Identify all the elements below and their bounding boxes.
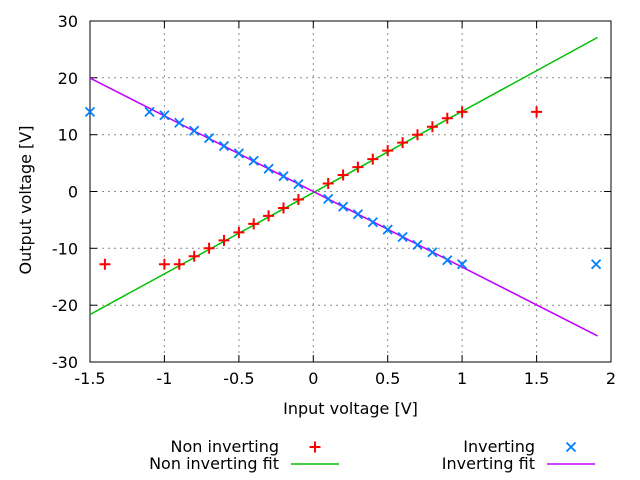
data-point-times: [590, 259, 602, 270]
legend-entry-non-inverting-fit: Non inverting fit: [110, 454, 343, 473]
data-point-plus: [337, 169, 349, 181]
data-point-times: [323, 193, 334, 205]
legend-times-marker: [565, 441, 577, 452]
data-point-times: [397, 231, 408, 243]
data-point-times: [352, 209, 364, 220]
legend-label-inverting-fit: Inverting fit: [441, 454, 535, 473]
legend-entry-non-inverting: Non inverting: [110, 437, 343, 456]
data-point-times: [382, 224, 393, 235]
data-point-plus: [456, 106, 468, 118]
x-tick-label: 0: [308, 369, 318, 388]
data-point-plus: [188, 250, 200, 262]
data-point-plus: [158, 258, 170, 270]
plus-marker-icon: [287, 439, 343, 455]
data-point-times: [203, 132, 215, 144]
data-point-times: [427, 247, 438, 258]
data-point-plus: [278, 202, 289, 214]
y-tick-label: 30: [58, 12, 78, 31]
y-tick-label: 10: [58, 126, 78, 145]
legend-column-right: Inverting Inverting fit: [366, 437, 599, 473]
data-point-times: [442, 255, 453, 266]
x-tick-label: 2: [606, 369, 616, 388]
data-point-times: [174, 117, 185, 128]
y-tick-label: -20: [52, 296, 78, 315]
data-point-plus: [218, 234, 230, 246]
data-point-plus: [367, 153, 379, 165]
data-point-plus: [531, 106, 543, 118]
x-tick-label: -1: [156, 369, 172, 388]
data-point-times: [144, 106, 155, 118]
legend-sample-svg: [547, 462, 595, 465]
data-point-plus: [397, 137, 409, 149]
line-sample-icon: [543, 456, 599, 472]
data-point-times: [218, 140, 230, 152]
data-point-times: [412, 239, 423, 251]
legend-column-left: Non inverting Non inverting fit: [110, 437, 343, 473]
y-tick-label: 20: [58, 69, 78, 88]
data-point-times: [84, 106, 96, 118]
legend-plus-marker: [309, 441, 321, 452]
data-point-plus: [99, 258, 111, 270]
data-point-times: [189, 125, 200, 136]
data-point-plus: [382, 145, 394, 157]
data-point-times: [159, 110, 170, 121]
data-point-plus: [352, 161, 364, 173]
legend-entry-inverting: Inverting: [366, 437, 599, 456]
x-tick-label: 1: [457, 369, 467, 388]
data-point-plus: [173, 258, 185, 270]
legend-entry-inverting-fit: Inverting fit: [366, 454, 599, 473]
legend-label-non-inverting-fit: Non inverting fit: [149, 454, 279, 473]
x-axis-title: Input voltage [V]: [283, 399, 418, 418]
data-point-plus: [248, 218, 260, 230]
legend-label-non-inverting: Non inverting: [170, 437, 279, 456]
data-point-plus: [263, 210, 275, 222]
data-point-times: [293, 178, 304, 190]
legend-sample-svg: [309, 441, 321, 452]
times-marker-icon: [543, 439, 599, 455]
data-point-plus: [203, 242, 215, 254]
y-tick-label: 0: [68, 183, 78, 202]
data-point-times: [456, 259, 468, 270]
data-point-plus: [233, 226, 245, 238]
data-point-times: [337, 201, 349, 212]
legend-sample-svg: [291, 462, 339, 465]
data-point-times: [367, 217, 378, 228]
data-point-times: [278, 171, 289, 182]
x-tick-label: -0.5: [223, 369, 254, 388]
x-tick-label: 0.5: [375, 369, 400, 388]
y-tick-label: -30: [52, 353, 78, 372]
data-point-times: [263, 163, 274, 174]
data-point-plus: [292, 194, 304, 205]
x-tick-label: -1.5: [74, 369, 105, 388]
y-tick-label: -10: [52, 239, 78, 258]
legend-sample-svg: [565, 441, 577, 452]
y-axis-title: Output voltage [V]: [16, 125, 35, 275]
x-tick-label: 1.5: [524, 369, 549, 388]
data-point-plus: [441, 112, 453, 124]
data-point-plus: [322, 178, 334, 189]
data-point-times: [248, 155, 259, 166]
legend-label-inverting: Inverting: [463, 437, 535, 456]
line-sample-icon: [287, 456, 343, 472]
data-point-times: [233, 148, 245, 159]
data-point-plus: [412, 129, 423, 141]
data-point-plus: [426, 121, 438, 133]
